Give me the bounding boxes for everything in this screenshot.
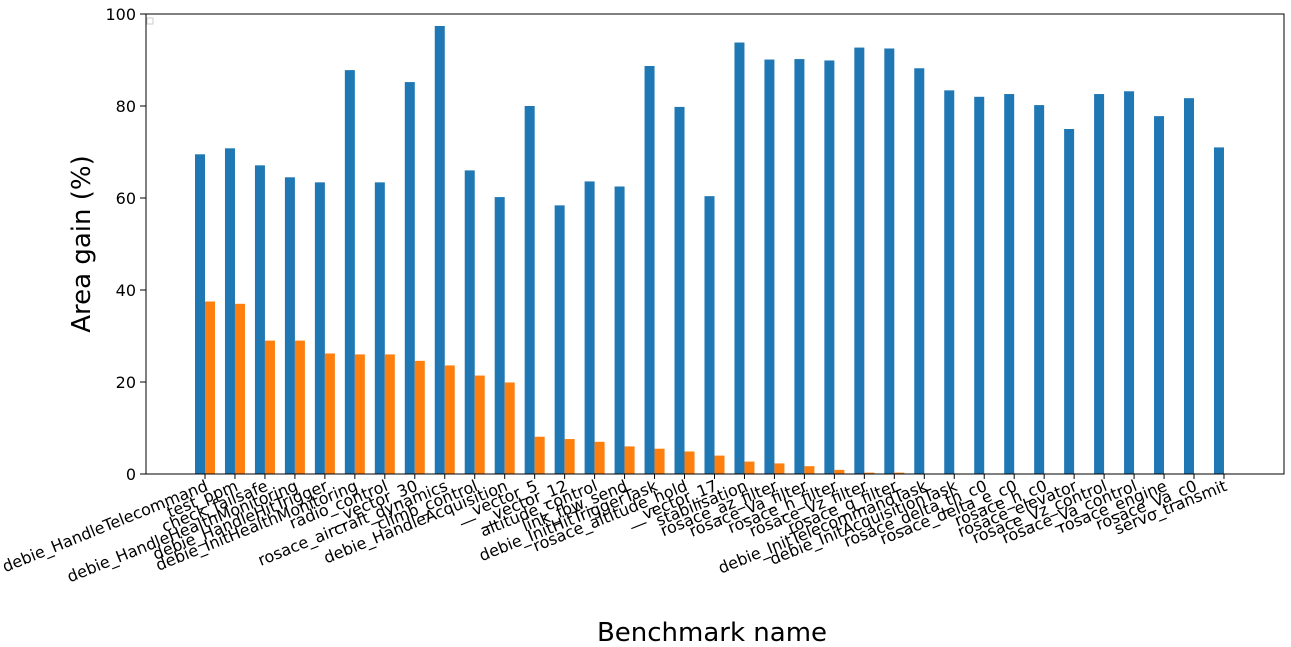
bar-series1-rosace_q_filter <box>884 48 895 474</box>
bar-series1-test_ppm <box>224 148 235 474</box>
bar-series1-rosace_Va_control <box>1124 91 1135 474</box>
bar-series2-rosace_Vz_filter <box>864 472 875 474</box>
bar-series1-rosace_elevator <box>1064 129 1075 474</box>
bar-series1-rosace_az_filter <box>764 59 775 474</box>
bar-series1-debie_InitAcquisitionTask <box>944 90 955 475</box>
bar-series1-altitude_control <box>584 181 595 474</box>
bar-series1-rosace_Vz_filter <box>854 47 865 474</box>
bar-series1-rosace_h_c0 <box>1034 105 1045 474</box>
bar-series2-rosace_h_filter <box>834 469 845 474</box>
bar-series1-__vector_17 <box>704 196 715 474</box>
bar-series1-rosace_Va_filter <box>794 59 805 474</box>
bar-series2-debie_InitHitTriggerTask <box>654 448 665 474</box>
bar-series2-debie_HandleTelecommand <box>205 301 215 474</box>
bar-series2-rosace_altitude_hold <box>684 451 695 474</box>
bar-series1-__vector_5 <box>524 106 535 474</box>
bar-series2-stabilisation <box>744 461 755 474</box>
y-tick-label: 60 <box>116 189 136 208</box>
y-axis-ticks: 0 20 40 60 80 100 <box>105 5 146 484</box>
y-tick-label: 80 <box>116 97 136 116</box>
bar-series1-__vector_12 <box>554 205 565 475</box>
bars-group <box>195 25 1224 475</box>
bar-series1-rosace_delta_th_c0 <box>974 96 985 475</box>
bar-series2-__vector_12 <box>564 439 575 474</box>
bar-series1-debie_HandleAcquisition <box>494 197 505 474</box>
bar-series1-debie_HandleTelecommand <box>195 154 205 475</box>
bar-series1-servo_transmit <box>1213 147 1224 474</box>
bar-series2-test_ppm <box>234 303 245 474</box>
plot-frame <box>145 13 1285 475</box>
bar-series1-radio_control <box>374 182 385 475</box>
bar-series1-check_failsafe <box>254 165 265 474</box>
bar-series2-climb_control <box>474 375 485 474</box>
bar-series2-check_failsafe <box>264 340 275 474</box>
bar-series1-rosace_aircraft_dynamics <box>434 25 445 475</box>
bar-series1-rosace_Va_c0 <box>1184 98 1195 475</box>
bar-series2-rosace_aircraft_dynamics <box>444 365 455 474</box>
bar-series2-rosace_q_filter <box>894 472 905 474</box>
bar-series1-debie_HandleHitTrigger <box>314 182 325 475</box>
bar-series2-altitude_control <box>594 441 605 474</box>
y-tick-label: 0 <box>126 465 136 484</box>
bar-series1-debie_InitHitTriggerTask <box>644 65 655 474</box>
bar-series2-radio_control <box>384 354 395 474</box>
bar-series1-rosace_delta_e_c0 <box>1004 94 1015 474</box>
bar-series1-rosace_engine <box>1154 116 1165 475</box>
bar-series1-rosace_altitude_hold <box>674 106 685 475</box>
y-tick-label: 100 <box>105 5 136 24</box>
bar-series2-link_fbw_send <box>624 446 635 474</box>
bar-series1-__vector_30 <box>404 82 415 474</box>
bar-series2-__vector_30 <box>414 360 425 474</box>
bar-series2-debie_InitHealthMonitoring <box>354 354 365 474</box>
x-axis-ticks: debie_HandleTelecommandtest_ppmcheck_fai… <box>0 474 1230 587</box>
bar-series2-debie_HandleHealthMonitoring <box>294 340 305 474</box>
legend-box <box>146 17 154 25</box>
bar-series1-debie_InitHealthMonitoring <box>344 70 355 475</box>
bar-series1-stabilisation <box>734 42 745 475</box>
y-tick-label: 20 <box>116 373 136 392</box>
bar-series1-debie_HandleHealthMonitoring <box>284 177 295 475</box>
bar-series2-__vector_5 <box>534 436 545 474</box>
y-axis-title: Area gain (%) <box>67 155 97 333</box>
bar-series1-rosace_Vz_control <box>1094 94 1105 474</box>
bar-series2-debie_HandleHitTrigger <box>324 353 335 474</box>
x-axis-title: Benchmark name <box>597 618 827 647</box>
bar-series2-__vector_17 <box>714 455 725 474</box>
y-tick-label: 40 <box>116 281 136 300</box>
bar-series2-debie_HandleAcquisition <box>504 382 515 474</box>
bar-series2-rosace_az_filter <box>774 463 785 474</box>
bar-series1-debie_InitTelecommandTask <box>914 68 925 474</box>
bar-series1-rosace_h_filter <box>824 60 835 475</box>
bar-series1-link_fbw_send <box>614 186 625 474</box>
bar-series2-rosace_Va_filter <box>804 466 815 474</box>
bar-series1-climb_control <box>464 170 475 474</box>
